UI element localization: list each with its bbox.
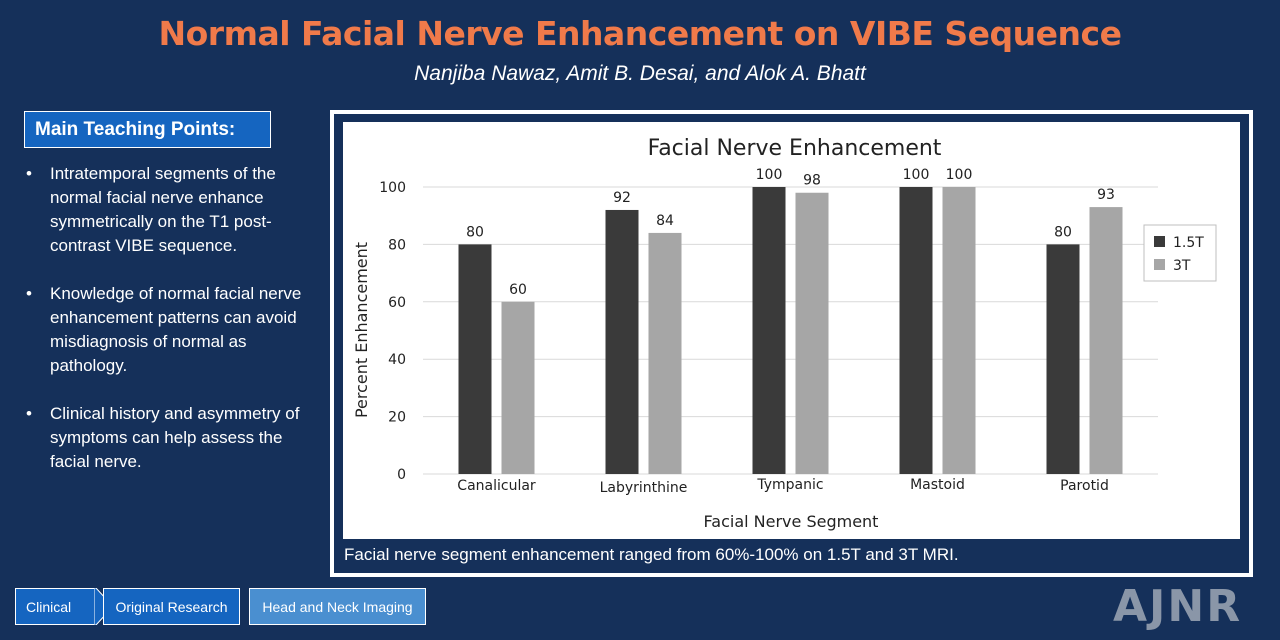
data-label: 80 <box>466 224 484 240</box>
legend-swatch <box>1154 259 1165 270</box>
teaching-points-heading: Main Teaching Points: <box>24 111 271 148</box>
bar <box>648 232 682 474</box>
data-label: 92 <box>613 190 631 206</box>
bar <box>1046 244 1080 474</box>
tag-original-research[interactable]: Original Research <box>103 588 240 625</box>
bar <box>942 187 976 474</box>
data-label: 80 <box>1054 224 1072 240</box>
chart-title: Facial Nerve Enhancement <box>648 136 942 161</box>
data-label: 84 <box>656 213 674 229</box>
page-title: Normal Facial Nerve Enhancement on VIBE … <box>158 14 1123 53</box>
legend-label: 1.5T <box>1173 235 1204 251</box>
bar <box>501 301 535 474</box>
data-label: 100 <box>903 167 930 183</box>
bar <box>795 192 829 474</box>
y-tick-label: 60 <box>388 295 406 311</box>
y-tick-label: 80 <box>388 237 406 253</box>
y-axis-label: Percent Enhancement <box>352 242 371 418</box>
bar-chart: 0 20 40 60 80 100 80 60 Canalicular 92 84 Labyrinth… <box>352 136 1217 531</box>
teaching-point: Clinical history and asymmetry of sympto… <box>22 402 312 474</box>
tag-head-neck-imaging[interactable]: Head and Neck Imaging <box>249 588 426 625</box>
legend-label: 3T <box>1173 258 1191 274</box>
bar <box>752 187 786 474</box>
data-label: 98 <box>803 173 821 189</box>
chart-caption: Facial nerve segment enhancement ranged … <box>344 545 959 564</box>
x-tick-label: Canalicular <box>457 478 536 494</box>
teaching-point: Intratemporal segments of the normal fac… <box>22 162 312 258</box>
bar <box>1089 207 1123 474</box>
bar <box>899 187 933 474</box>
x-tick-label: Labyrinthine <box>600 480 688 496</box>
y-tick-label: 20 <box>388 410 406 426</box>
tag-clinical[interactable]: Clinical <box>15 588 95 625</box>
x-tick-label: Mastoid <box>910 477 965 493</box>
data-label: 100 <box>946 167 973 183</box>
teaching-point: Knowledge of normal facial nerve enhance… <box>22 282 312 378</box>
chart-area: 0 20 40 60 80 100 80 60 Canalicular 92 84 Labyrinth… <box>343 122 1240 539</box>
y-tick-label: 40 <box>388 352 406 368</box>
data-label: 60 <box>509 282 527 298</box>
ajnr-logo: AJNR <box>1113 581 1243 632</box>
legend-swatch <box>1154 236 1165 247</box>
data-label: 93 <box>1097 187 1115 203</box>
y-tick-label: 0 <box>397 467 406 483</box>
bar <box>458 244 492 474</box>
data-label: 100 <box>756 167 783 183</box>
authors: Nanjiba Nawaz, Amit B. Desai, and Alok A… <box>414 62 866 85</box>
x-tick-label: Parotid <box>1060 478 1109 494</box>
teaching-points-list: Intratemporal segments of the normal fac… <box>22 162 312 498</box>
bar <box>605 209 639 474</box>
chart-frame: 0 20 40 60 80 100 80 60 Canalicular 92 84 Labyrinth… <box>330 110 1253 577</box>
y-tick-label: 100 <box>379 180 406 196</box>
x-tick-label: Tympanic <box>756 477 823 493</box>
x-axis-label: Facial Nerve Segment <box>704 512 879 531</box>
legend-box <box>1143 224 1217 282</box>
